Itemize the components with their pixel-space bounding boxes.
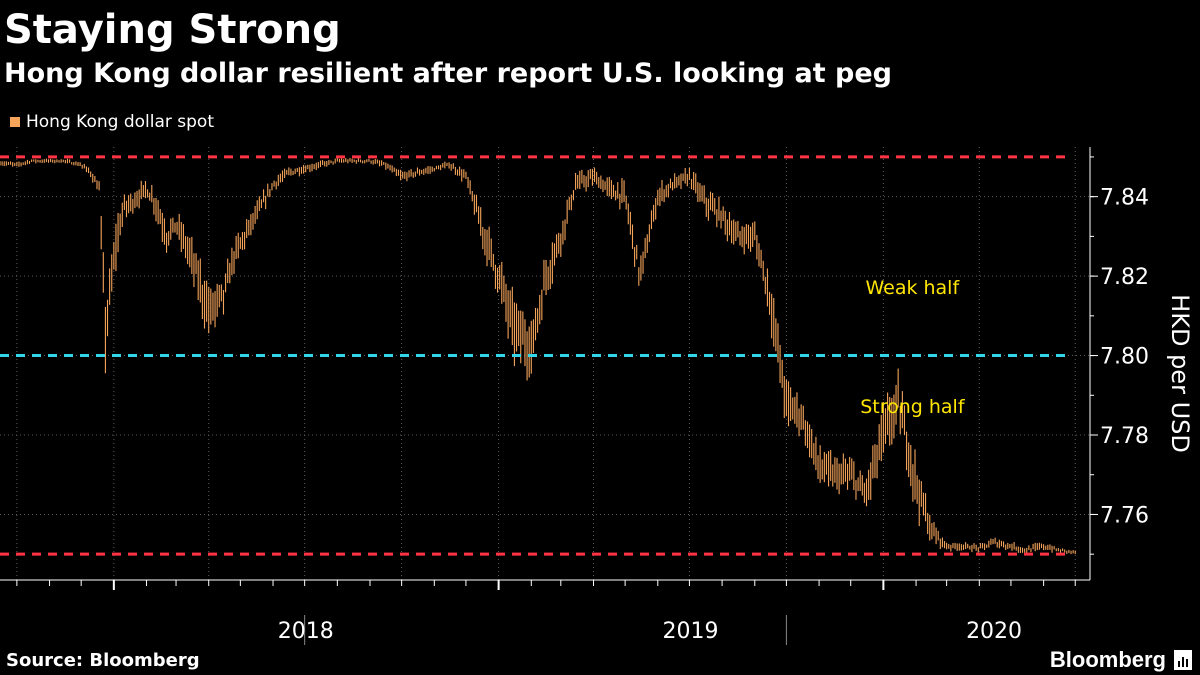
source-note: Source: Bloomberg (6, 650, 200, 671)
chart-title: Staying Strong (4, 7, 341, 53)
y-tick-label: 7.80 (1100, 345, 1149, 370)
legend-label: Hong Kong dollar spot (26, 112, 214, 132)
x-tick-label: 2018 (278, 619, 334, 644)
y-axis-title: HKD per USD (1166, 294, 1194, 453)
annotation: Strong half (860, 396, 966, 418)
chart-subtitle: Hong Kong dollar resilient after report … (4, 58, 892, 89)
y-tick-label: 7.84 (1100, 186, 1149, 211)
brand-icon (1174, 650, 1192, 670)
x-tick-label: 2019 (662, 619, 718, 644)
legend-swatch (10, 117, 20, 127)
y-tick-label: 7.78 (1100, 424, 1149, 449)
legend: Hong Kong dollar spot (10, 112, 214, 132)
series-hkd-spot (0, 157, 1076, 555)
y-tick-label: 7.76 (1100, 503, 1149, 528)
x-tick-label: 2020 (966, 619, 1022, 644)
brand-logo: Bloomberg (1049, 647, 1166, 672)
annotation: Weak half (865, 277, 960, 299)
y-tick-label: 7.82 (1100, 265, 1149, 290)
